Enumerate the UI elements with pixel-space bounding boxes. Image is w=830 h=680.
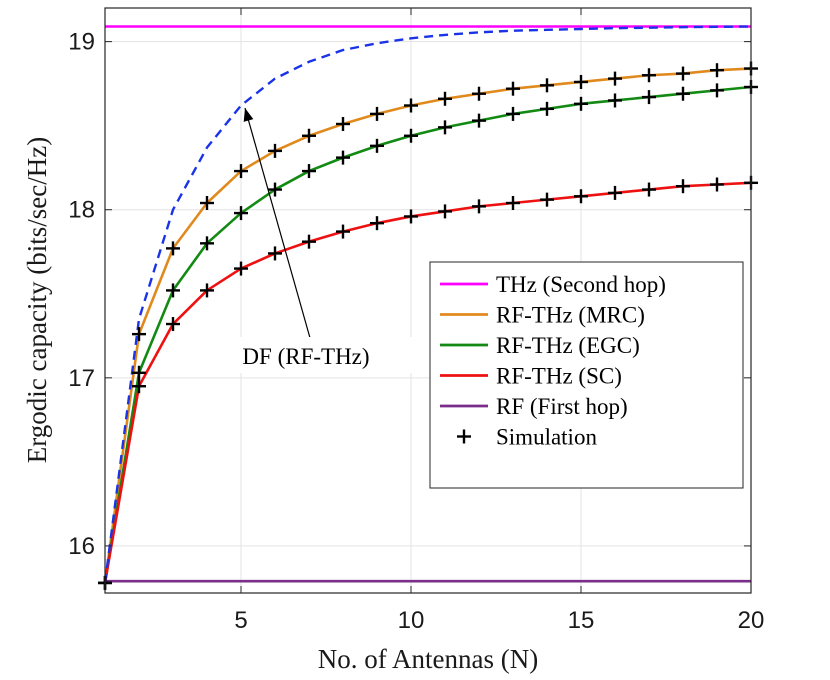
simulation-marker [268, 143, 282, 158]
simulation-marker [472, 113, 486, 128]
x-tick-label: 5 [234, 607, 247, 634]
simulation-marker [438, 91, 452, 106]
simulation-marker [200, 236, 214, 251]
simulation-marker [132, 379, 146, 394]
simulation-marker [132, 327, 146, 342]
legend-label: RF-THz (SC) [496, 364, 622, 389]
simulation-marker [404, 128, 418, 143]
y-tick-label: 17 [68, 365, 95, 392]
simulation-marker [540, 78, 554, 93]
simulation-marker [676, 179, 690, 194]
simulation-marker [234, 206, 248, 221]
simulation-marker [302, 234, 316, 249]
annotation-arrowhead [243, 108, 254, 122]
simulation-marker [506, 106, 520, 121]
simulation-marker [608, 185, 622, 200]
y-tick-label: 18 [68, 197, 95, 224]
simulation-marker [574, 189, 588, 204]
simulation-marker [676, 66, 690, 81]
simulation-marker [472, 86, 486, 101]
simulation-marker [404, 98, 418, 113]
simulation-marker [336, 116, 350, 131]
simulation-marker [268, 246, 282, 261]
simulation-marker [608, 71, 622, 86]
simulation-marker [268, 182, 282, 197]
simulation-marker [336, 150, 350, 165]
simulation-marker [574, 96, 588, 111]
legend-items: THz (Second hop) RF-THz (MRC) RF-THz (EGC)… [440, 272, 666, 450]
plot-frame [104, 7, 752, 594]
legend-label: THz (Second hop) [496, 272, 666, 297]
simulation-marker [370, 138, 384, 153]
simulation-marker [608, 93, 622, 108]
y-tick-label: 19 [68, 29, 95, 56]
simulation-marker [642, 68, 656, 83]
legend: THz (Second hop) RF-THz (MRC) RF-THz (EGC)… [429, 261, 744, 489]
simulation-marker [710, 83, 724, 98]
simulation-marker [166, 283, 180, 298]
simulation-marker [370, 106, 384, 121]
simulation-marker [506, 196, 520, 210]
legend-item-rf-thz-egc: RF-THz (EGC) [440, 333, 640, 358]
simulation-marker [234, 164, 248, 179]
legend-label: RF (First hop) [496, 394, 628, 419]
y-tick-label: 16 [68, 533, 95, 560]
legend-label: RF-THz (EGC) [496, 333, 640, 358]
simulation-marker [200, 283, 214, 298]
legend-item-rf-thz-mrc: RF-THz (MRC) [440, 303, 645, 328]
legend-item-rf-thz-sc: RF-THz (SC) [440, 364, 622, 389]
simulation-marker [540, 192, 554, 207]
x-tick-label: 15 [568, 607, 595, 634]
simulation-marker [506, 81, 520, 96]
simulation-marker [200, 196, 214, 210]
simulation-marker [302, 128, 316, 143]
simulation-marker [336, 224, 350, 239]
annotation-label-background [200, 337, 413, 373]
y-axis-title: Ergodic capacity (bits/sec/Hz) [22, 137, 52, 463]
simulation-marker [166, 317, 180, 332]
legend-label: RF-THz (MRC) [496, 303, 645, 328]
simulation-marker [540, 101, 554, 116]
annotation-df: DF (RF-THz) [200, 107, 413, 373]
simulation-marker [404, 209, 418, 224]
simulation-marker [438, 120, 452, 135]
simulation-marker [642, 90, 656, 105]
series-line-df-rf-thz [103, 25, 752, 584]
simulation-marker [710, 177, 724, 192]
legend-label: Simulation [496, 425, 597, 450]
simulation-marker [166, 241, 180, 256]
axis-ticks [105, 8, 752, 593]
annotation-arrow [244, 107, 313, 346]
x-axis-title: No. of Antennas (N) [318, 644, 538, 674]
simulation-marker [574, 74, 588, 89]
simulation-marker [302, 164, 316, 179]
simulation-marker [438, 204, 452, 219]
legend-item-thz-second-hop: THz (Second hop) [440, 272, 666, 297]
simulation-marker [370, 216, 384, 231]
simulation-marker [642, 182, 656, 197]
legend-item-rf-first-hop: RF (First hop) [440, 394, 628, 419]
tick-labels: 5 10 15 20 16 17 18 19 [68, 29, 764, 634]
simulation-marker [234, 261, 248, 276]
x-tick-label: 10 [398, 607, 425, 634]
simulation-marker [710, 63, 724, 78]
simulation-marker [472, 199, 486, 214]
x-tick-label: 20 [738, 607, 765, 634]
simulation-marker [132, 365, 146, 380]
simulation-marker [676, 86, 690, 101]
legend-item-simulation: Simulation [457, 425, 597, 450]
annotation-label: DF (RF-THz) [242, 344, 369, 369]
